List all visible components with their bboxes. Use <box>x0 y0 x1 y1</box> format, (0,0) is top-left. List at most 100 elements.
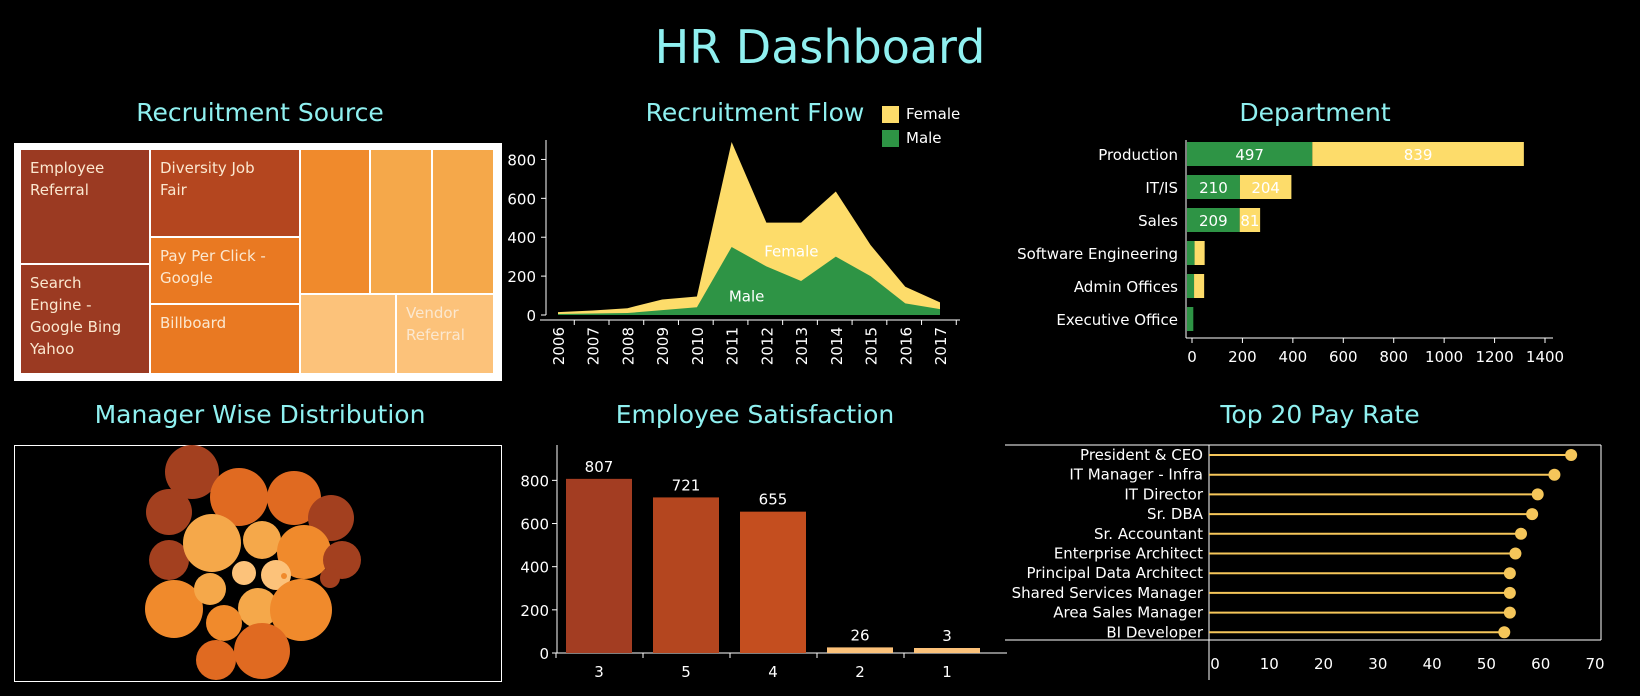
recruitment-flow-title: Recruitment Flow <box>645 98 865 127</box>
x-tick-label: 1400 <box>1526 348 1564 366</box>
x-tick-label: 400 <box>1279 348 1308 366</box>
treemap-cell <box>395 293 495 375</box>
satisfaction-category-label: 1 <box>942 663 952 681</box>
pay-role-label: President & CEO <box>1080 446 1203 464</box>
treemap-label: Fair <box>160 181 188 199</box>
department-value-label: 81 <box>1240 212 1259 230</box>
treemap-cell <box>431 148 495 295</box>
treemap-cell <box>149 303 301 375</box>
treemap-label: Google <box>160 269 213 287</box>
manager-bubble <box>270 579 332 641</box>
manager-bubble <box>196 640 236 680</box>
manager-bubble <box>210 468 268 526</box>
y-tick-label: 200 <box>520 602 549 620</box>
treemap-label: Pay Per Click - <box>160 247 266 265</box>
manager-distribution-chart <box>14 445 502 682</box>
x-tick-label: 2017 <box>932 327 950 365</box>
x-tick-label: 30 <box>1368 655 1387 673</box>
treemap-label: Referral <box>406 326 465 344</box>
department-bar <box>1187 274 1195 298</box>
x-tick-label: 2015 <box>863 327 881 365</box>
recruitment-flow-chart: Female Male 0 200 400 600 800 2006 2007 2008 2009 2… <box>507 105 960 365</box>
treemap-label: Employee <box>30 159 104 177</box>
treemap-label: Diversity Job <box>160 159 255 177</box>
department-bar <box>1187 208 1240 232</box>
x-tick-label: 600 <box>1329 348 1358 366</box>
manager-bubble <box>234 623 290 679</box>
employee-satisfaction-chart: 0 200 400 600 800 807 3 721 5 655 4 26 2 3 1 <box>520 445 1007 681</box>
treemap-cell <box>369 148 433 295</box>
x-tick-label: 60 <box>1531 655 1550 673</box>
y-tick-label: 600 <box>507 190 536 208</box>
department-label: Executive Office <box>1056 311 1178 329</box>
pay-dot <box>1548 468 1561 481</box>
treemap-label: Engine - <box>30 296 92 314</box>
x-tick-label: 1000 <box>1425 348 1463 366</box>
x-tick-label: 0 <box>1210 655 1220 673</box>
pay-dot <box>1531 488 1544 501</box>
department-label: IT/IS <box>1145 179 1178 197</box>
satisfaction-value-label: 26 <box>850 626 869 644</box>
satisfaction-category-label: 4 <box>768 663 778 681</box>
manager-bubble <box>261 560 291 590</box>
pay-dot <box>1503 567 1516 580</box>
department-value-label: 210 <box>1199 179 1228 197</box>
satisfaction-value-label: 721 <box>672 476 701 494</box>
manager-bubble <box>277 525 331 579</box>
x-tick-label: 200 <box>1228 348 1257 366</box>
satisfaction-category-label: 5 <box>681 663 691 681</box>
legend-female-label: Female <box>906 105 960 123</box>
x-tick-label: 10 <box>1260 655 1279 673</box>
treemap-cell <box>299 148 371 295</box>
department-label: Sales <box>1138 212 1178 230</box>
manager-bubble <box>165 445 219 499</box>
pay-role-label: BI Developer <box>1106 623 1203 641</box>
x-tick-label: 2007 <box>585 327 603 365</box>
pay-role-label: Sr. Accountant <box>1094 525 1203 543</box>
satisfaction-bar <box>827 647 893 653</box>
treemap-label: Search <box>30 274 82 292</box>
treemap-label: Google Bing <box>30 318 121 336</box>
treemap-cell <box>299 293 397 375</box>
male-area-label: Male <box>729 287 765 305</box>
satisfaction-category-label: 2 <box>855 663 865 681</box>
x-tick-label: 2009 <box>654 327 672 365</box>
x-tick-label: 70 <box>1585 655 1604 673</box>
x-tick-label: 40 <box>1423 655 1442 673</box>
recruitment-source-title: Recruitment Source <box>136 98 384 127</box>
department-value-label: 497 <box>1235 146 1264 164</box>
manager-bubble <box>149 540 189 580</box>
x-tick-label: 2016 <box>897 327 915 365</box>
satisfaction-value-label: 3 <box>942 627 952 645</box>
pay-dot <box>1503 606 1516 619</box>
satisfaction-value-label: 807 <box>585 458 614 476</box>
recruitment-source-treemap: Employee Referral Search Engine - Google Bin… <box>14 143 502 381</box>
manager-bubble <box>145 580 203 638</box>
y-tick-label: 200 <box>507 268 536 286</box>
manager-bubble <box>232 561 256 585</box>
department-value-label: 839 <box>1404 146 1433 164</box>
pay-role-label: IT Manager - Infra <box>1069 466 1203 484</box>
manager-bubble <box>308 495 354 541</box>
department-bar <box>1187 142 1313 166</box>
manager-bubble <box>267 471 321 525</box>
department-bar <box>1187 241 1195 265</box>
manager-distribution-title: Manager Wise Distribution <box>94 400 426 429</box>
department-bar <box>1187 175 1240 199</box>
manager-bubble <box>238 588 278 628</box>
department-bar <box>1194 241 1205 265</box>
x-tick-label: 0 <box>1187 348 1197 366</box>
pay-role-label: Principal Data Architect <box>1026 564 1203 582</box>
y-tick-label: 0 <box>539 645 549 663</box>
department-label: Software Engineering <box>1017 245 1178 263</box>
treemap-label: Billboard <box>160 314 226 332</box>
department-bar <box>1239 208 1261 232</box>
x-tick-label: 2012 <box>758 327 776 365</box>
dashboard-title: HR Dashboard <box>654 20 986 74</box>
male-area <box>558 246 940 315</box>
pay-dot <box>1565 449 1578 461</box>
pay-dot <box>1503 586 1516 599</box>
satisfaction-bar <box>914 648 980 653</box>
x-tick-label: 800 <box>1379 348 1408 366</box>
